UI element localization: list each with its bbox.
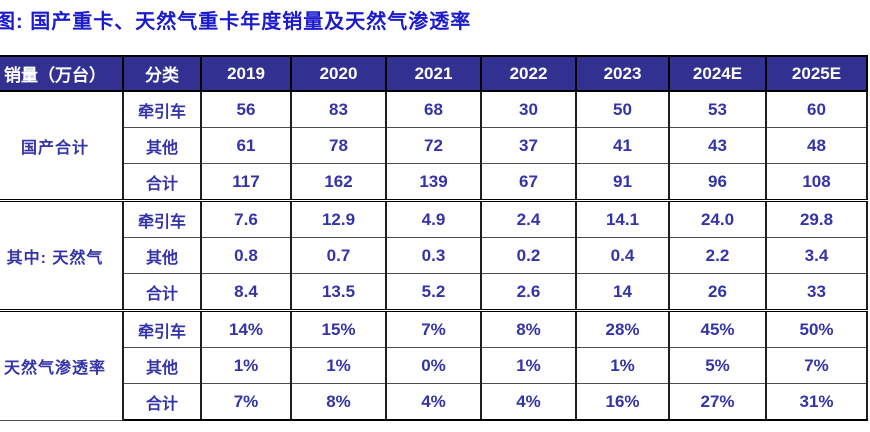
value-cell: 2.6 — [480, 273, 577, 311]
row-category: 其他 — [122, 237, 202, 274]
value-cell: 4% — [480, 383, 577, 421]
table-row: 其他 1% 1% 0% 1% 1% 5% 7% — [0, 347, 868, 384]
table-header-row: 销量（万台） 分类 2019 2020 2021 2022 2023 2024E 2025E — [0, 55, 868, 92]
corner-header-cell: 销量（万台） — [0, 55, 124, 92]
row-category: 牵引车 — [122, 309, 202, 348]
value-cell: 50% — [765, 309, 868, 348]
value-cell: 29.8 — [765, 199, 868, 238]
row-category: 合计 — [122, 383, 202, 421]
value-cell: 24.0 — [668, 199, 767, 238]
value-cell: 56 — [200, 90, 292, 128]
value-cell: 8% — [290, 383, 387, 421]
value-cell: 4% — [385, 383, 482, 421]
sales-table: 销量（万台） 分类 2019 2020 2021 2022 2023 2024E 2025E 国… — [0, 55, 868, 421]
value-cell: 4.9 — [385, 199, 482, 238]
value-cell: 117 — [200, 163, 292, 201]
value-cell: 15% — [290, 309, 387, 348]
value-cell: 5.2 — [385, 273, 482, 311]
value-cell: 2.2 — [668, 237, 767, 274]
value-cell: 1% — [200, 347, 292, 384]
value-cell: 28% — [575, 309, 670, 348]
value-cell: 27% — [668, 383, 767, 421]
value-cell: 8.4 — [200, 273, 292, 311]
table-row: 天然气渗透率 牵引车 14% 15% 7% 8% 28% 45% 50% — [0, 309, 868, 421]
value-cell: 61 — [200, 127, 292, 164]
value-cell: 16% — [575, 383, 670, 421]
value-cell: 48 — [765, 127, 868, 164]
value-cell: 1% — [575, 347, 670, 384]
value-cell: 26 — [668, 273, 767, 311]
value-cell: 108 — [765, 163, 868, 201]
year-header-cell: 2023 — [575, 55, 670, 92]
row-category: 其他 — [122, 127, 202, 164]
sales-table-container: 销量（万台） 分类 2019 2020 2021 2022 2023 2024E 2025E 国… — [0, 55, 868, 421]
value-cell: 12.9 — [290, 199, 387, 238]
value-cell: 5% — [668, 347, 767, 384]
value-cell: 7% — [200, 383, 292, 421]
row-category: 牵引车 — [122, 199, 202, 238]
value-cell: 91 — [575, 163, 670, 201]
table-row: 合计 117 162 139 67 91 96 108 — [0, 163, 868, 201]
year-header-cell: 2019 — [200, 55, 292, 92]
value-cell: 43 — [668, 127, 767, 164]
value-cell: 14% — [200, 309, 292, 348]
group-label: 其中: 天然气 — [0, 199, 124, 311]
row-category: 合计 — [122, 273, 202, 311]
year-header-cell: 2020 — [290, 55, 387, 92]
group-label: 国产合计 — [0, 90, 124, 201]
value-cell: 72 — [385, 127, 482, 164]
value-cell: 13.5 — [290, 273, 387, 311]
table-row: 其他 61 78 72 37 41 43 48 — [0, 127, 868, 164]
value-cell: 60 — [765, 90, 868, 128]
year-header-cell: 2022 — [480, 55, 577, 92]
value-cell: 83 — [290, 90, 387, 128]
value-cell: 0.7 — [290, 237, 387, 274]
row-category: 其他 — [122, 347, 202, 384]
value-cell: 45% — [668, 309, 767, 348]
value-cell: 0.4 — [575, 237, 670, 274]
value-cell: 7% — [765, 347, 868, 384]
category-header-cell: 分类 — [122, 55, 202, 92]
table-row: 合计 7% 8% 4% 4% 16% 27% 31% — [0, 383, 868, 421]
value-cell: 96 — [668, 163, 767, 201]
value-cell: 68 — [385, 90, 482, 128]
year-header-cell: 2025E — [765, 55, 868, 92]
table-body: 国产合计 牵引车 56 83 68 30 50 53 60 其他 61 78 72 37 41 43 48 合计 1… — [0, 90, 868, 421]
value-cell: 8% — [480, 309, 577, 348]
row-category: 合计 — [122, 163, 202, 201]
value-cell: 139 — [385, 163, 482, 201]
value-cell: 37 — [480, 127, 577, 164]
value-cell: 0.8 — [200, 237, 292, 274]
value-cell: 78 — [290, 127, 387, 164]
value-cell: 3.4 — [765, 237, 868, 274]
row-category: 牵引车 — [122, 90, 202, 128]
value-cell: 14.1 — [575, 199, 670, 238]
value-cell: 7.6 — [200, 199, 292, 238]
value-cell: 162 — [290, 163, 387, 201]
value-cell: 0% — [385, 347, 482, 384]
value-cell: 0.3 — [385, 237, 482, 274]
table-row: 其他 0.8 0.7 0.3 0.2 0.4 2.2 3.4 — [0, 237, 868, 274]
value-cell: 1% — [480, 347, 577, 384]
value-cell: 30 — [480, 90, 577, 128]
value-cell: 53 — [668, 90, 767, 128]
year-header-cell: 2024E — [668, 55, 767, 92]
value-cell: 50 — [575, 90, 670, 128]
value-cell: 31% — [765, 383, 868, 421]
value-cell: 2.4 — [480, 199, 577, 238]
value-cell: 1% — [290, 347, 387, 384]
group-label: 天然气渗透率 — [0, 309, 124, 421]
table-row: 合计 8.4 13.5 5.2 2.6 14 26 33 — [0, 273, 868, 311]
value-cell: 0.2 — [480, 237, 577, 274]
figure-title: 图: 国产重卡、天然气重卡年度销量及天然气渗透率 — [0, 11, 472, 33]
year-header-cell: 2021 — [385, 55, 482, 92]
value-cell: 33 — [765, 273, 868, 311]
value-cell: 67 — [480, 163, 577, 201]
value-cell: 14 — [575, 273, 670, 311]
table-row: 国产合计 牵引车 56 83 68 30 50 53 60 — [0, 90, 868, 201]
table-row: 其中: 天然气 牵引车 7.6 12.9 4.9 2.4 14.1 24.0 29.8 — [0, 199, 868, 311]
value-cell: 7% — [385, 309, 482, 348]
value-cell: 41 — [575, 127, 670, 164]
